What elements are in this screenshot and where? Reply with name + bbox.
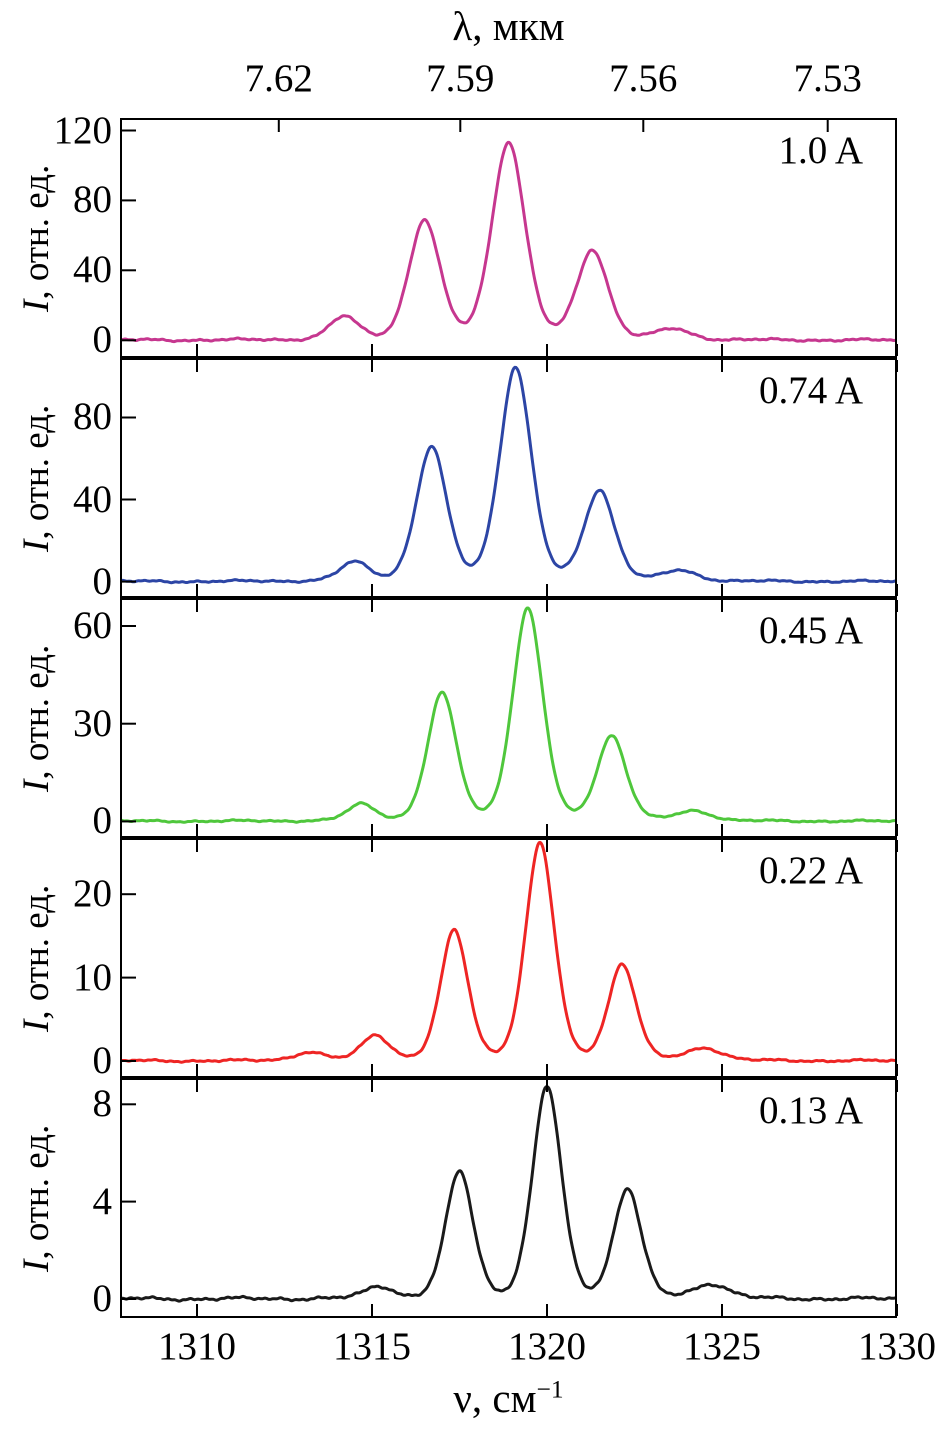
- panel-0-22A: I, отн. ед. 0.22 A 0 10 20: [0, 838, 939, 1082]
- y-axis-label-symbol: I: [16, 299, 57, 312]
- top-tick-label: 7.53: [793, 57, 862, 100]
- spectrum-plot-0-45A: [120, 598, 898, 838]
- x-axis-label-exponent: −1: [536, 1375, 564, 1404]
- y-tick-label: 0: [92, 559, 113, 603]
- y-tick-label: 40: [73, 477, 112, 521]
- current-label: 0.74 A: [758, 369, 863, 412]
- spectrum-plot-0-74A: [120, 358, 898, 598]
- x-tick-label: 1310: [158, 1325, 236, 1368]
- current-label: 0.22 A: [758, 849, 863, 892]
- panel-0-45A: I, отн. ед. 0.45 A 0 30 60: [0, 598, 939, 842]
- top-axis-ticklabels: 7.62 7.59 7.56 7.53: [0, 56, 939, 108]
- y-axis-label-symbol: I: [16, 779, 57, 792]
- y-tick-label: 0: [92, 799, 113, 843]
- x-tick-label: 1315: [333, 1325, 411, 1368]
- y-axis-label-symbol: I: [16, 1259, 57, 1272]
- current-label: 1.0 A: [778, 129, 863, 172]
- y-tick-label: 30: [73, 701, 112, 745]
- y-tick-label: 20: [73, 872, 112, 916]
- current-label: 0.45 A: [758, 609, 863, 652]
- y-tick-label: 0: [92, 1276, 113, 1320]
- y-tick-label: 60: [73, 604, 112, 648]
- x-axis-label: ν, см−1: [120, 1374, 897, 1422]
- y-axis-label-symbol: I: [16, 539, 57, 552]
- top-tick-label: 7.62: [244, 57, 313, 100]
- x-tick-label: 1325: [683, 1325, 761, 1368]
- y-axis-label-symbol: I: [16, 1019, 57, 1032]
- panel-1-0A: I, отн. ед. 1.0 A 0 40 80 120: [0, 109, 939, 361]
- y-tick-label: 80: [73, 395, 112, 439]
- spectrum-plot-1-0A: [120, 118, 898, 358]
- y-tick-label: 80: [73, 178, 112, 222]
- x-axis-label-base: ν, см: [453, 1375, 537, 1421]
- top-tick-label: 7.59: [426, 57, 495, 100]
- panels-stack: I, отн. ед. 1.0 A 0 40 80 120 I, отн. ед. 0…: [0, 109, 939, 1320]
- y-tick-label: 120: [53, 108, 113, 152]
- current-label: 0.13 A: [758, 1089, 863, 1132]
- spectrum-plot-0-22A: [120, 838, 898, 1078]
- y-tick-label: 8: [92, 1082, 113, 1126]
- spectrum-plot-0-13A: [120, 1078, 898, 1318]
- y-tick-label: 4: [92, 1179, 113, 1223]
- x-tick-label: 1320: [508, 1325, 586, 1368]
- top-axis-title: λ, мкм: [120, 2, 897, 50]
- y-tick-label: 40: [73, 248, 112, 292]
- top-axis-title-text: λ, мкм: [452, 3, 565, 49]
- x-axis-ticklabels: 1310 1315 1320 1325 1330: [0, 1324, 939, 1372]
- y-tick-label: 0: [92, 1038, 113, 1082]
- y-tick-label: 10: [73, 955, 112, 999]
- panel-0-74A: I, отн. ед. 0.74 A 0 40 80: [0, 358, 939, 603]
- top-tick-label: 7.56: [609, 57, 678, 100]
- y-tick-label: 0: [92, 318, 113, 362]
- x-tick-label: 1330: [858, 1325, 936, 1368]
